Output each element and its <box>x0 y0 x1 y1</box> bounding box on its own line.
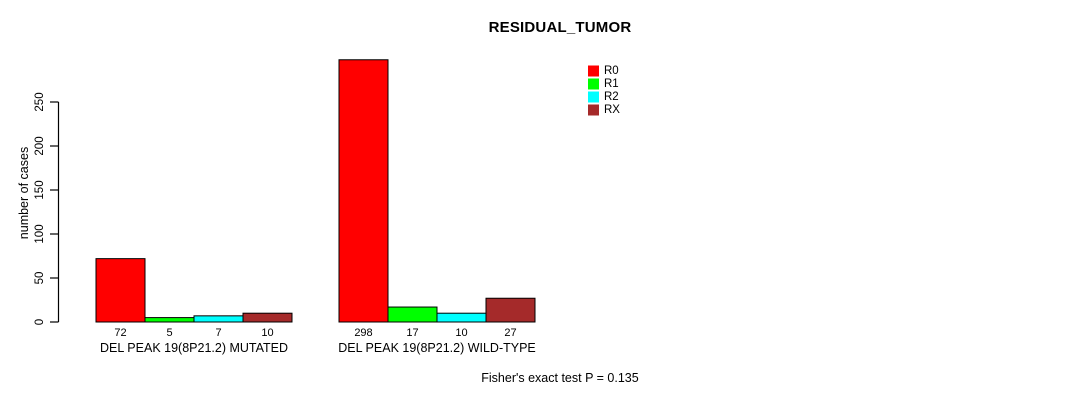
bar-value-label: 10 <box>455 327 467 339</box>
fisher-test-annotation: Fisher's exact test P = 0.135 <box>481 371 639 385</box>
bar-r2-group2 <box>436 312 487 323</box>
bar-value-label: 72 <box>114 327 126 339</box>
legend-label-rx: RX <box>604 104 620 116</box>
bar-r2-group1 <box>193 315 244 323</box>
legend-swatch-r1 <box>588 78 599 90</box>
bar-value-label: 298 <box>354 327 372 339</box>
bar-r1-group2 <box>387 306 438 323</box>
legend-label-r0: R0 <box>604 65 619 77</box>
legend-label-r1: R1 <box>604 78 619 90</box>
y-tick-label: 200 <box>34 136 46 155</box>
legend-swatch-r2 <box>588 91 599 103</box>
chart-title: RESIDUAL_TUMOR <box>488 19 632 36</box>
bar-r1-group1 <box>144 317 195 323</box>
bar-rx-group2 <box>485 297 536 323</box>
legend-swatch-rx <box>588 104 599 116</box>
y-tick-label: 150 <box>34 180 46 199</box>
y-tick-label: 50 <box>34 272 46 285</box>
legend-label-r2: R2 <box>604 91 619 103</box>
bar-rx-group1 <box>242 312 293 323</box>
bar-value-label: 7 <box>215 327 221 339</box>
y-tick-label: 0 <box>34 319 46 325</box>
category-label: DEL PEAK 19(8P21.2) WILD-TYPE <box>338 341 536 355</box>
bar-value-label: 17 <box>406 327 418 339</box>
bar-value-label: 5 <box>166 327 172 339</box>
bar-r0-group2 <box>338 59 389 323</box>
category-label: DEL PEAK 19(8P21.2) MUTATED <box>100 341 288 355</box>
bar-value-label: 27 <box>504 327 516 339</box>
bar-r0-group1 <box>95 258 146 323</box>
y-tick-label: 100 <box>34 224 46 243</box>
legend-swatch-r0 <box>588 65 599 77</box>
bar-value-label: 10 <box>261 327 273 339</box>
y-tick-label: 250 <box>34 92 46 111</box>
